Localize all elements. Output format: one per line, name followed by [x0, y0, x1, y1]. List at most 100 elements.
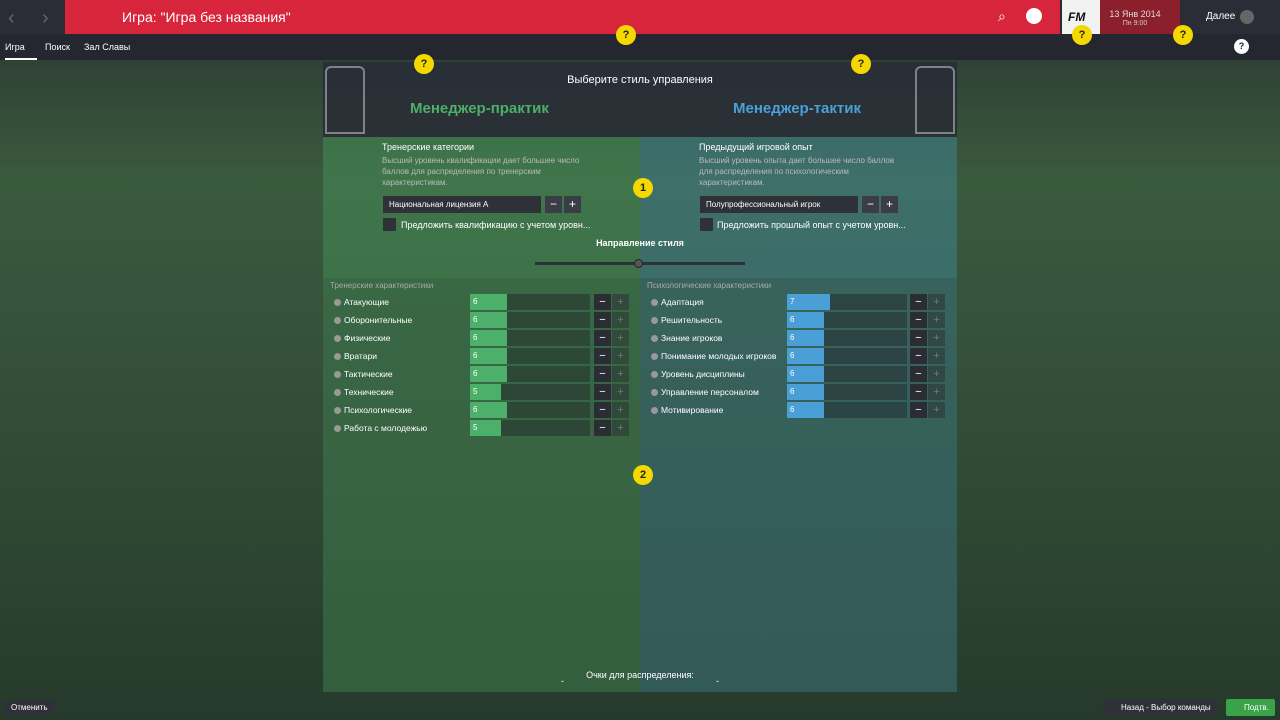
- plus-button[interactable]: +: [928, 312, 945, 328]
- plus-button[interactable]: +: [928, 348, 945, 364]
- minus-button[interactable]: −: [910, 294, 927, 310]
- info-icon[interactable]: [334, 371, 341, 378]
- points-value: -: [716, 676, 719, 686]
- nav-tab[interactable]: Зал Славы: [84, 42, 131, 52]
- help-button[interactable]: ?: [1234, 39, 1249, 54]
- info-icon[interactable]: [651, 335, 658, 342]
- description: Высший уровень опыта дает большее число …: [699, 156, 895, 187]
- attribute-name: Технические: [344, 387, 394, 397]
- panel-header: [323, 62, 957, 137]
- dropdown[interactable]: Национальная лицензия А: [383, 196, 541, 213]
- attribute-name: Знание игроков: [661, 333, 723, 343]
- attribute-bar: [470, 384, 501, 400]
- attribute-value: 7: [790, 297, 795, 306]
- plus-button[interactable]: +: [612, 294, 629, 310]
- info-icon[interactable]: [334, 335, 341, 342]
- search-icon[interactable]: ⌕: [998, 8, 1006, 24]
- minus-button[interactable]: −: [910, 402, 927, 418]
- minus-button[interactable]: −: [910, 348, 927, 364]
- back-button[interactable]: Назад - Выбор команды: [1103, 699, 1217, 716]
- attribute-name: Оборонительные: [344, 315, 413, 325]
- info-icon[interactable]: [334, 299, 341, 306]
- minus-button[interactable]: −: [910, 312, 927, 328]
- info-icon[interactable]: [651, 371, 658, 378]
- checkbox[interactable]: [383, 218, 396, 231]
- plus-button[interactable]: +: [612, 420, 629, 436]
- minus-button[interactable]: −: [910, 366, 927, 382]
- page-title: Игра: "Игра без названия": [122, 9, 291, 25]
- plus-button[interactable]: +: [928, 402, 945, 418]
- plus-button[interactable]: +: [928, 384, 945, 400]
- minus-button[interactable]: −: [594, 420, 611, 436]
- attribute-bar: [787, 294, 830, 310]
- help-badge[interactable]: ?: [414, 54, 434, 74]
- attribute-bar: [787, 312, 824, 328]
- info-icon[interactable]: [651, 317, 658, 324]
- section-title: Предыдущий игровой опыт: [699, 142, 813, 152]
- minus-button[interactable]: −: [910, 384, 927, 400]
- info-icon[interactable]: [651, 299, 658, 306]
- nav-tab[interactable]: Игра: [5, 42, 37, 60]
- plus-button[interactable]: +: [928, 330, 945, 346]
- minus-button[interactable]: −: [545, 196, 562, 213]
- dropdown[interactable]: Полупрофессиональный игрок: [700, 196, 858, 213]
- attribute-value: 6: [473, 351, 478, 360]
- style-name[interactable]: Менеджер-практик: [410, 100, 549, 117]
- plus-button[interactable]: +: [612, 384, 629, 400]
- plus-button[interactable]: +: [612, 402, 629, 418]
- help-badge[interactable]: ?: [1173, 25, 1193, 45]
- panel-title: Выберите стиль управления: [567, 74, 713, 86]
- next-button[interactable]: Далее: [1206, 11, 1236, 22]
- checkbox-label[interactable]: Предложить прошлый опыт с учетом уровн..…: [717, 220, 906, 230]
- plus-button[interactable]: +: [881, 196, 898, 213]
- slider-knob[interactable]: [634, 259, 643, 268]
- style-name[interactable]: Менеджер-тактик: [733, 100, 861, 117]
- attribute-name: Понимание молодых игроков: [661, 351, 777, 361]
- back-arrow[interactable]: ‹: [8, 7, 15, 29]
- info-icon[interactable]: [334, 407, 341, 414]
- minus-button[interactable]: −: [594, 402, 611, 418]
- attribute-name: Мотивирование: [661, 405, 724, 415]
- confirm-button[interactable]: Подтв.: [1226, 699, 1275, 716]
- minus-button[interactable]: −: [910, 330, 927, 346]
- nav-tab[interactable]: Поиск: [45, 42, 70, 52]
- info-icon[interactable]: [334, 317, 341, 324]
- minus-button[interactable]: −: [594, 348, 611, 364]
- info-icon[interactable]: [334, 353, 341, 360]
- info-icon[interactable]: [651, 353, 658, 360]
- cancel-button[interactable]: Отменить: [5, 700, 54, 715]
- plus-button[interactable]: +: [564, 196, 581, 213]
- attributes-title: Тренерские характеристики: [330, 281, 434, 290]
- attribute-bar: [470, 420, 501, 436]
- checkbox-label[interactable]: Предложить квалификацию с учетом уровн..…: [401, 220, 591, 230]
- checkbox[interactable]: [700, 218, 713, 231]
- info-icon[interactable]: [651, 389, 658, 396]
- info-icon[interactable]: [334, 425, 341, 432]
- manager-icon: [325, 66, 365, 134]
- minus-button[interactable]: −: [594, 294, 611, 310]
- attribute-value: 5: [473, 423, 478, 432]
- attribute-value: 6: [473, 405, 478, 414]
- plus-button[interactable]: +: [612, 330, 629, 346]
- plus-button[interactable]: +: [928, 366, 945, 382]
- description: Высший уровень квалификации дает большее…: [382, 156, 580, 187]
- globe-icon[interactable]: [1026, 8, 1042, 24]
- plus-button[interactable]: +: [612, 348, 629, 364]
- help-badge[interactable]: ?: [616, 25, 636, 45]
- minus-button[interactable]: −: [594, 330, 611, 346]
- minus-button[interactable]: −: [594, 366, 611, 382]
- minus-button[interactable]: −: [594, 384, 611, 400]
- minus-button[interactable]: −: [862, 196, 879, 213]
- info-icon[interactable]: [651, 407, 658, 414]
- help-badge[interactable]: ?: [1072, 25, 1092, 45]
- plus-button[interactable]: +: [612, 312, 629, 328]
- forward-arrow[interactable]: ›: [42, 7, 49, 29]
- plus-button[interactable]: +: [612, 366, 629, 382]
- attribute-bar: [470, 294, 507, 310]
- minus-button[interactable]: −: [594, 312, 611, 328]
- next-icon[interactable]: [1240, 10, 1254, 24]
- plus-button[interactable]: +: [928, 294, 945, 310]
- attribute-name: Решительность: [661, 315, 723, 325]
- help-badge[interactable]: ?: [851, 54, 871, 74]
- info-icon[interactable]: [334, 389, 341, 396]
